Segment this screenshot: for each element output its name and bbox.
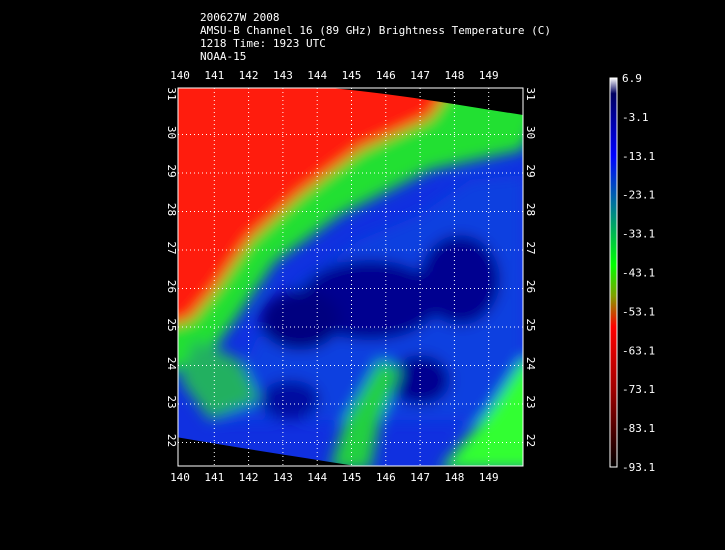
colorbar-label: -43.1	[622, 267, 655, 280]
lat-label-left: 24	[165, 357, 178, 371]
lon-label-bottom: 146	[376, 471, 396, 484]
colorbar	[609, 77, 618, 468]
header-line: NOAA-15	[200, 50, 246, 63]
lat-label-right: 22	[524, 434, 537, 447]
lat-label-left: 27	[165, 241, 178, 254]
header-line: 200627W 2008	[200, 11, 279, 24]
lat-label-right: 27	[524, 241, 537, 254]
colorbar-label: -73.1	[622, 383, 655, 396]
lat-label-right: 24	[524, 357, 537, 371]
header-line: 1218 Time: 1923 UTC	[200, 37, 326, 50]
lon-label-top: 148	[444, 69, 464, 82]
lat-label-left: 29	[165, 164, 178, 177]
lon-label-top: 147	[410, 69, 430, 82]
colorbar-label: -13.1	[622, 150, 655, 163]
lat-label-right: 25	[524, 318, 537, 331]
header-line: AMSU-B Channel 16 (89 GHz) Brightness Te…	[200, 24, 551, 37]
lon-label-bottom: 144	[307, 471, 327, 484]
lat-label-right: 31	[524, 87, 537, 100]
lon-label-top: 140	[170, 69, 190, 82]
lat-label-right: 26	[524, 280, 537, 293]
colorbar-label: -93.1	[622, 461, 655, 474]
lat-label-left: 25	[165, 318, 178, 331]
lon-label-top: 143	[273, 69, 293, 82]
colorbar-label: -33.1	[622, 228, 655, 241]
lon-label-bottom: 141	[204, 471, 224, 484]
colorbar-label: 6.9	[622, 72, 642, 85]
lat-label-right: 30	[524, 126, 537, 139]
lat-label-left: 22	[165, 434, 178, 447]
lon-label-bottom: 143	[273, 471, 293, 484]
lat-label-left: 30	[165, 126, 178, 139]
lon-label-top: 145	[342, 69, 362, 82]
map-frame	[177, 87, 524, 467]
lon-label-bottom: 145	[342, 471, 362, 484]
colorbar-label: -83.1	[622, 422, 655, 435]
lat-label-right: 29	[524, 164, 537, 177]
lat-label-left: 31	[165, 87, 178, 100]
colorbar-label: -3.1	[622, 111, 649, 124]
lon-label-top: 142	[239, 69, 259, 82]
lon-label-top: 144	[307, 69, 327, 82]
lon-label-bottom: 142	[239, 471, 259, 484]
lon-label-bottom: 149	[479, 471, 499, 484]
lat-label-right: 28	[524, 203, 537, 216]
lat-label-left: 26	[165, 280, 178, 293]
satellite-image	[178, 88, 523, 466]
colorbar-label: -63.1	[622, 344, 655, 357]
colorbar-label: -23.1	[622, 189, 655, 202]
lat-label-right: 23	[524, 395, 537, 408]
lon-label-bottom: 148	[444, 471, 464, 484]
lon-label-top: 149	[479, 69, 499, 82]
lon-label-bottom: 140	[170, 471, 190, 484]
lon-label-top: 141	[204, 69, 224, 82]
colorbar-label: -53.1	[622, 305, 655, 318]
lon-label-bottom: 147	[410, 471, 430, 484]
lon-label-top: 146	[376, 69, 396, 82]
lat-label-left: 28	[165, 203, 178, 216]
lat-label-left: 23	[165, 395, 178, 408]
